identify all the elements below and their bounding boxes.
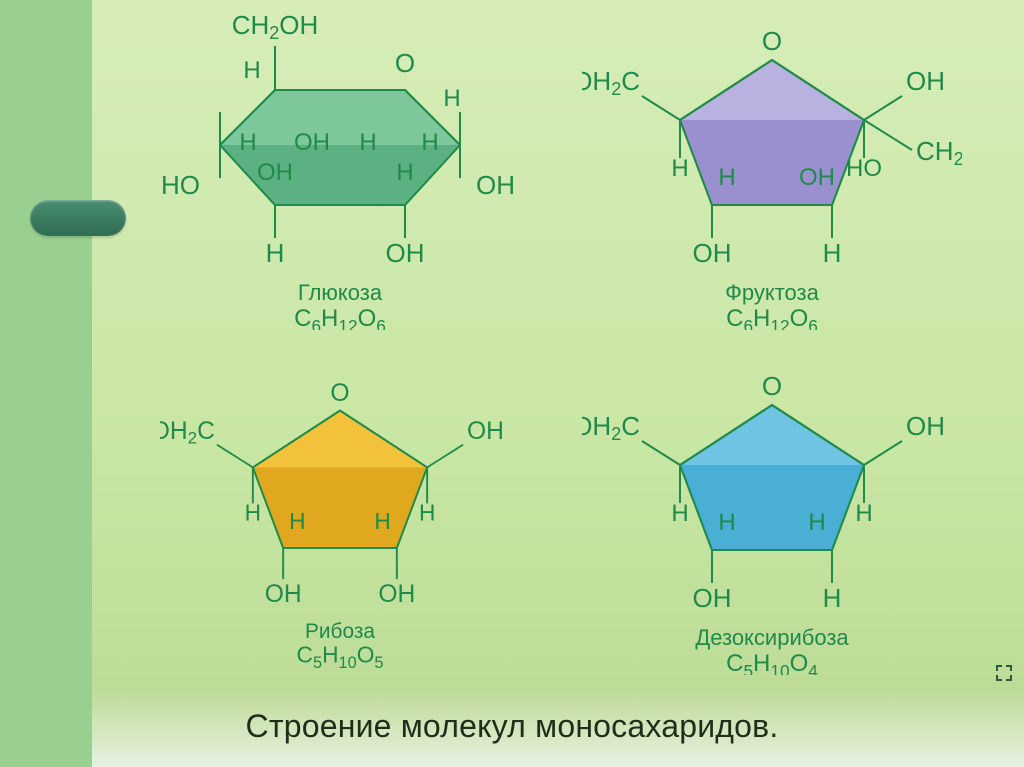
svg-text:H: H xyxy=(823,238,842,268)
svg-text:OH: OH xyxy=(693,583,732,613)
svg-text:H: H xyxy=(443,85,460,112)
svg-text:H: H xyxy=(266,238,285,268)
svg-text:H: H xyxy=(718,164,735,191)
svg-text:H: H xyxy=(243,57,260,84)
left-rail xyxy=(0,0,92,767)
slide: { "title": "Строение молекул моносахарид… xyxy=(0,0,1024,767)
svg-text:C5H10O4: C5H10O4 xyxy=(726,650,818,675)
svg-text:H: H xyxy=(718,509,735,536)
svg-text:HO: HO xyxy=(161,170,200,200)
svg-text:OH: OH xyxy=(476,170,515,200)
slide-title: Строение молекул моносахаридов. xyxy=(0,708,1024,745)
svg-text:H: H xyxy=(396,159,413,186)
svg-text:O: O xyxy=(762,371,782,401)
svg-text:OH: OH xyxy=(386,238,425,268)
svg-text:HOH2C: HOH2C xyxy=(160,418,215,448)
svg-text:Фруктоза: Фруктоза xyxy=(725,280,819,305)
svg-text:OH: OH xyxy=(693,238,732,268)
svg-text:HO: HO xyxy=(846,155,882,182)
molecule-fructose: O HOH2C H OH HO CH2OH OH H H OH ФруктозаC6H12O6 xyxy=(582,0,962,330)
svg-text:OH: OH xyxy=(294,129,330,156)
molecule-glucose: OCH2OHHHOHHHOHHOHOHHOHHГлюкозаC6H12O6 xyxy=(160,0,520,330)
svg-text:H: H xyxy=(421,129,438,156)
svg-text:H: H xyxy=(359,129,376,156)
svg-text:H: H xyxy=(374,508,390,534)
svg-text:HOH2C: HOH2C xyxy=(582,66,640,99)
molecule-ribose: O HOH2C H OH H OH H OH H РибозаC5H10O5 xyxy=(160,345,520,675)
svg-text:C6H12O6: C6H12O6 xyxy=(294,305,386,330)
svg-text:OH: OH xyxy=(799,164,835,191)
svg-text:OH: OH xyxy=(257,159,293,186)
svg-text:H: H xyxy=(671,155,688,182)
svg-text:OH: OH xyxy=(265,581,302,608)
svg-text:C6H12O6: C6H12O6 xyxy=(726,305,818,330)
svg-text:O: O xyxy=(330,380,349,407)
svg-text:Глюкоза: Глюкоза xyxy=(298,280,383,305)
svg-text:C5H10O5: C5H10O5 xyxy=(297,642,384,673)
expand-icon[interactable] xyxy=(994,663,1014,683)
svg-text:H: H xyxy=(671,500,688,527)
svg-text:H: H xyxy=(419,499,435,525)
svg-text:OH: OH xyxy=(906,411,945,441)
svg-text:H: H xyxy=(808,509,825,536)
bullet-pill xyxy=(30,200,126,236)
svg-text:OH: OH xyxy=(906,66,945,96)
svg-text:O: O xyxy=(762,26,782,56)
svg-text:H: H xyxy=(289,508,305,534)
svg-text:CH2OH: CH2OH xyxy=(232,10,319,43)
svg-text:O: O xyxy=(395,48,415,78)
svg-text:Рибоза: Рибоза xyxy=(305,620,375,643)
svg-text:H: H xyxy=(245,499,261,525)
svg-text:H: H xyxy=(239,129,256,156)
svg-text:OH: OH xyxy=(467,418,504,445)
svg-text:H: H xyxy=(823,583,842,613)
svg-text:H: H xyxy=(855,500,872,527)
svg-text:Дезоксирибоза: Дезоксирибоза xyxy=(695,625,849,650)
svg-text:OH: OH xyxy=(378,581,415,608)
molecule-deoxy: O HOH2C H OH H OH H H H ДезоксирибозаC5H10O4 xyxy=(582,345,962,675)
svg-text:CH2OH: CH2OH xyxy=(916,136,962,169)
svg-text:HOH2C: HOH2C xyxy=(582,411,640,444)
